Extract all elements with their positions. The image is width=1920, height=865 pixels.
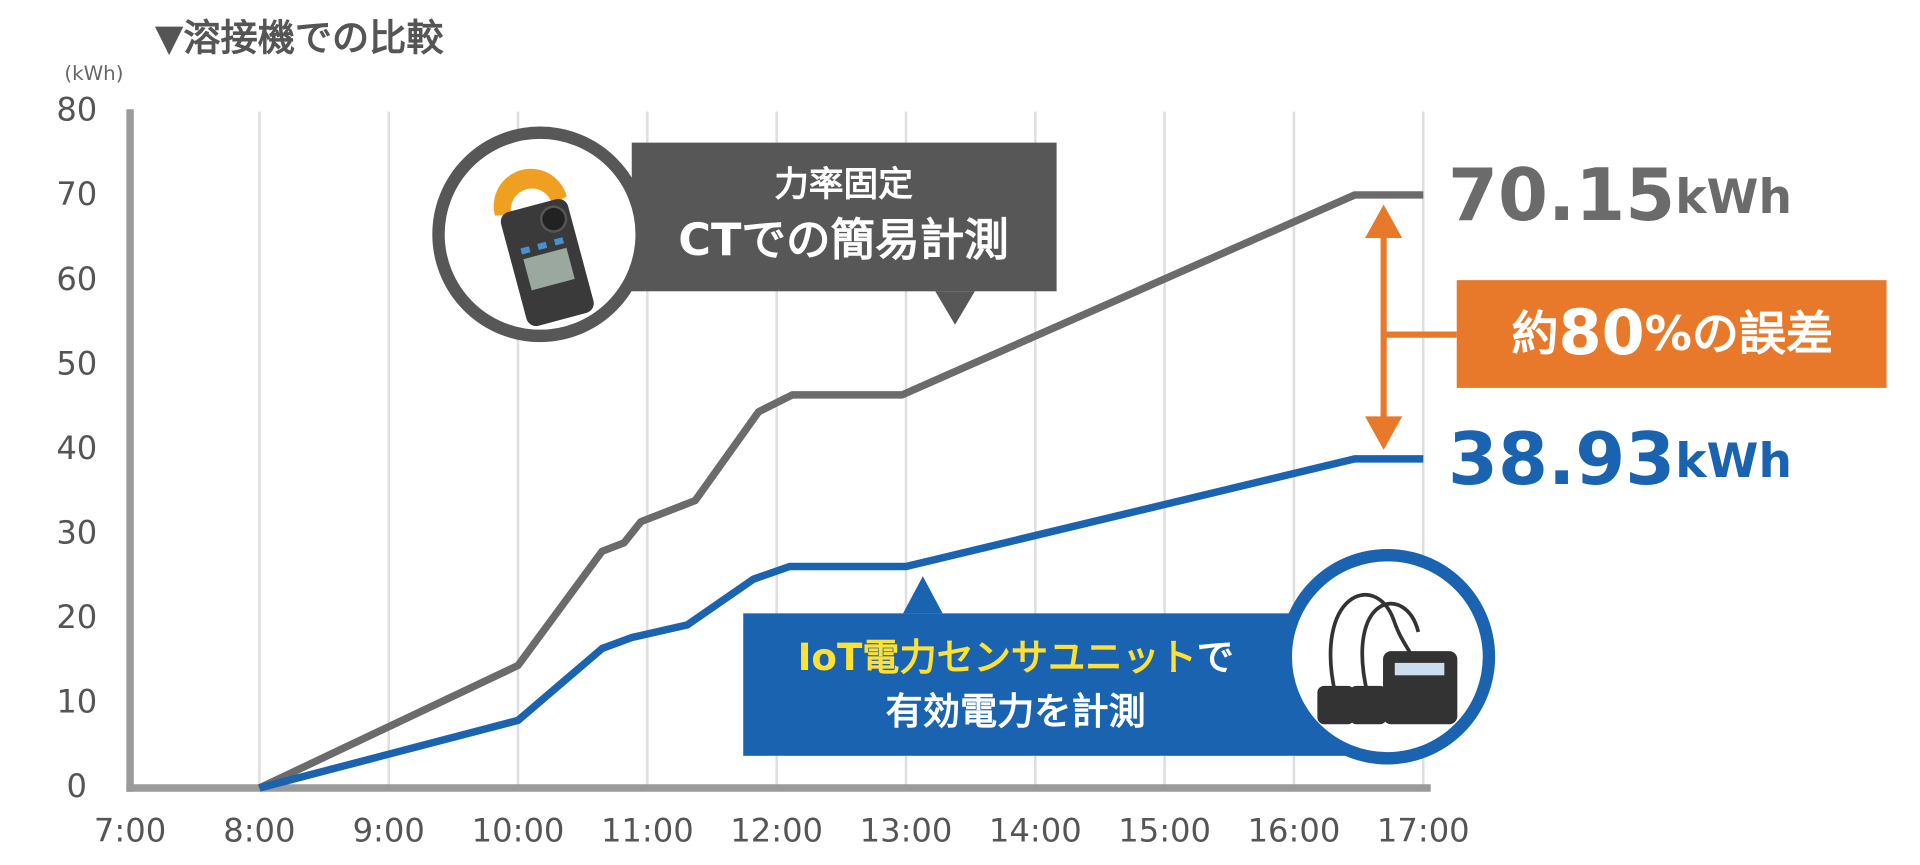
difference-box — [1456, 280, 1887, 388]
end-label-unit: kWh — [1675, 433, 1792, 488]
x-tick-label: 10:00 — [472, 812, 565, 850]
x-tick-label: 9:00 — [353, 812, 425, 850]
callout-text: CTでの簡易計測 — [678, 214, 1009, 266]
end-label-unit: kWh — [1675, 169, 1792, 224]
y-tick-label: 50 — [56, 344, 97, 382]
callout-box — [743, 613, 1363, 756]
y-tick-label: 10 — [56, 682, 97, 720]
end-label: 38.93kWh — [1448, 416, 1792, 500]
callout-text: 力率固定 — [774, 165, 913, 205]
end-label-value: 70.15 — [1448, 152, 1675, 236]
callout-text-rest: で — [1197, 636, 1234, 679]
sensor-icon — [1317, 592, 1458, 725]
clamp-meter-icon — [493, 168, 594, 327]
callout-text: IoT電力センサユニットで — [798, 636, 1234, 679]
y-tick-label: 0 — [67, 767, 87, 805]
arrow-head — [1365, 416, 1403, 450]
y-tick-label: 40 — [56, 429, 97, 467]
callout-highlight: IoT電力センサユニット — [798, 636, 1197, 679]
data-line — [257, 191, 1424, 792]
x-tick-label: 15:00 — [1118, 812, 1211, 850]
callout-pointer — [903, 576, 943, 614]
y-tick-label: 80 — [56, 91, 97, 129]
y-tick-label: 20 — [56, 598, 97, 636]
end-label: 70.15kWh — [1448, 152, 1792, 236]
x-tick-label: 16:00 — [1248, 812, 1341, 850]
y-tick-label: 60 — [56, 260, 97, 298]
x-tick-label: 17:00 — [1377, 812, 1470, 850]
y-unit: (kWh) — [64, 62, 123, 85]
difference-label: 約80%の誤差 — [1511, 297, 1833, 369]
arrow-head — [1365, 204, 1403, 239]
x-tick-label: 11:00 — [601, 812, 694, 850]
callout-box — [631, 142, 1057, 292]
difference-suffix: %の誤差 — [1645, 307, 1833, 362]
callout-pointer — [935, 291, 975, 325]
y-tick-label: 70 — [56, 175, 97, 213]
end-label-value: 38.93 — [1448, 416, 1675, 500]
callout-text: 有効電力を計測 — [886, 690, 1146, 733]
x-tick-label: 13:00 — [860, 812, 953, 850]
data-line — [258, 455, 1424, 792]
y-tick-label: 30 — [56, 513, 97, 551]
x-tick-label: 7:00 — [94, 812, 166, 850]
x-tick-label: 14:00 — [989, 812, 1082, 850]
difference-prefix: 約 — [1511, 307, 1558, 362]
x-tick-label: 8:00 — [223, 812, 295, 850]
x-tick-label: 12:00 — [730, 812, 823, 850]
chart-title: ▼溶接機での比較 — [155, 16, 445, 59]
difference-number: 80 — [1559, 297, 1645, 369]
